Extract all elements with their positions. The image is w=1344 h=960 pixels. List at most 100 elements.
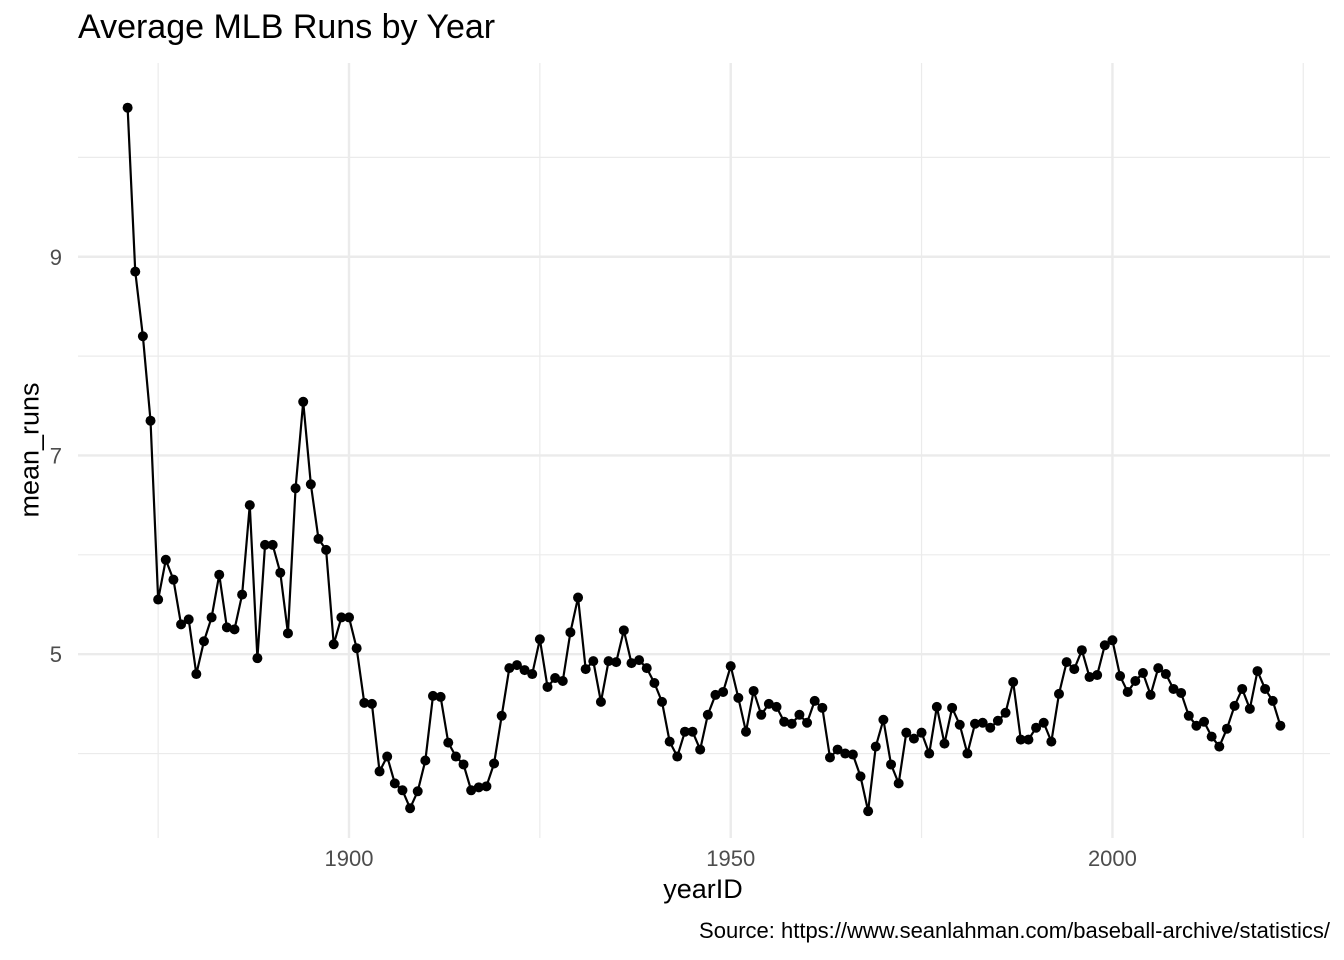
data-point xyxy=(1160,669,1171,680)
data-point xyxy=(824,752,835,763)
data-point xyxy=(1267,695,1278,706)
data-point xyxy=(1046,736,1057,747)
data-point xyxy=(939,738,950,749)
data-point xyxy=(1199,716,1210,727)
data-point xyxy=(511,660,522,671)
data-point xyxy=(908,733,919,744)
data-point xyxy=(290,483,301,494)
data-point xyxy=(679,726,690,737)
series-line xyxy=(126,107,1282,813)
data-point xyxy=(534,634,545,645)
data-point xyxy=(947,702,958,713)
data-point xyxy=(176,619,187,630)
data-point xyxy=(733,692,744,703)
data-point xyxy=(1252,666,1263,677)
data-point xyxy=(130,266,141,277)
data-point xyxy=(191,669,202,680)
data-point xyxy=(710,689,721,700)
data-point xyxy=(137,331,148,342)
data-point xyxy=(557,676,568,687)
data-point xyxy=(260,539,271,550)
data-point xyxy=(1168,683,1179,694)
data-point xyxy=(427,690,438,701)
data-point xyxy=(634,655,645,666)
data-point xyxy=(1015,734,1026,745)
data-point xyxy=(1092,670,1103,681)
data-point xyxy=(198,636,209,647)
data-point xyxy=(321,544,332,555)
data-point xyxy=(382,751,393,762)
data-point xyxy=(1137,668,1148,679)
data-point xyxy=(664,736,675,747)
data-point xyxy=(1153,663,1164,674)
data-point xyxy=(970,718,981,729)
data-point xyxy=(237,589,248,600)
data-point xyxy=(550,673,561,684)
y-tick-label: 7 xyxy=(50,443,62,468)
data-point xyxy=(405,803,416,814)
data-point xyxy=(206,612,217,623)
data-point xyxy=(1145,689,1156,700)
data-point xyxy=(229,624,240,635)
data-point xyxy=(565,627,576,638)
data-point xyxy=(786,718,797,729)
data-point xyxy=(519,665,530,676)
data-point xyxy=(542,681,553,692)
x-tick-label: 1950 xyxy=(706,846,755,871)
data-point xyxy=(214,569,225,580)
y-axis-title: mean_runs xyxy=(14,382,45,518)
data-point xyxy=(450,751,461,762)
data-point xyxy=(466,785,477,796)
data-point xyxy=(366,698,377,709)
data-point xyxy=(611,657,622,668)
data-point xyxy=(389,778,400,789)
data-point xyxy=(771,701,782,712)
data-point xyxy=(473,782,484,793)
data-point xyxy=(1000,707,1011,718)
data-point xyxy=(832,744,843,755)
data-point xyxy=(153,594,164,605)
data-point xyxy=(160,554,171,565)
data-point xyxy=(794,709,805,720)
data-point xyxy=(504,663,515,674)
data-point xyxy=(779,716,790,727)
data-point xyxy=(718,686,729,697)
data-point xyxy=(336,612,347,623)
data-point xyxy=(1244,703,1255,714)
data-point xyxy=(756,709,767,720)
data-point xyxy=(802,717,813,728)
x-tick-label: 2000 xyxy=(1088,846,1137,871)
x-axis-title: yearID xyxy=(663,874,743,904)
data-point xyxy=(748,685,759,696)
data-point xyxy=(443,737,454,748)
data-point xyxy=(924,748,935,759)
data-point xyxy=(267,539,278,550)
data-point xyxy=(840,748,851,759)
data-point xyxy=(886,759,897,770)
data-point xyxy=(412,786,423,797)
data-point xyxy=(603,656,614,667)
data-point xyxy=(641,663,652,674)
data-point xyxy=(313,533,324,544)
data-point xyxy=(901,727,912,738)
tick-labels: 1900 1950 2000 5 7 9 xyxy=(50,245,1137,871)
data-point xyxy=(702,709,713,720)
data-point xyxy=(1076,645,1087,656)
data-point xyxy=(298,396,309,407)
data-point xyxy=(855,771,866,782)
data-point xyxy=(252,653,263,664)
data-point xyxy=(145,415,156,426)
data-point xyxy=(1061,657,1072,668)
data-point xyxy=(1229,700,1240,711)
data-point xyxy=(1191,720,1202,731)
data-point xyxy=(763,698,774,709)
y-tick-label: 5 xyxy=(50,642,62,667)
data-point xyxy=(527,669,538,680)
data-point xyxy=(244,500,255,511)
grid xyxy=(78,63,1330,838)
data-point xyxy=(489,758,500,769)
data-point xyxy=(916,727,927,738)
data-point xyxy=(931,701,942,712)
data-point xyxy=(374,766,385,777)
data-point xyxy=(1214,741,1225,752)
